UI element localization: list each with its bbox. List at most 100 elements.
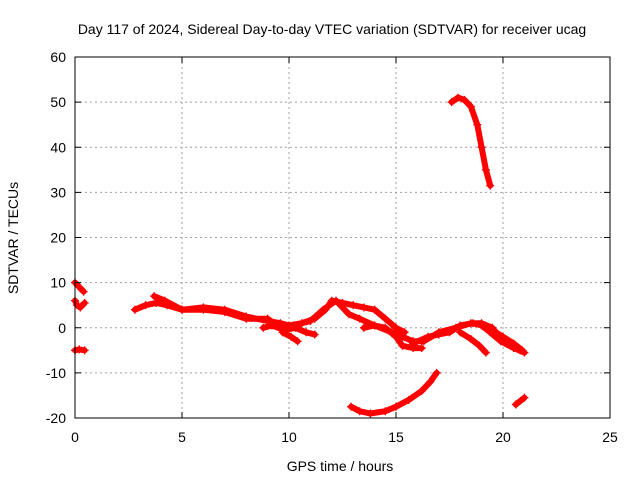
data-point-marker — [278, 328, 287, 337]
data-point-marker — [293, 337, 302, 346]
data-point-marker — [509, 344, 518, 353]
data-point-marker — [80, 346, 89, 355]
x-tick-label: 5 — [178, 429, 186, 445]
y-tick-labels: -20 -10 0 10 20 30 40 50 60 — [46, 49, 66, 426]
data-point-marker — [417, 386, 426, 395]
x-tick-label: 25 — [602, 429, 618, 445]
series-arc-7 — [278, 328, 302, 346]
data-point-marker — [150, 292, 159, 301]
data-point-marker — [398, 341, 407, 350]
data-point-marker — [477, 321, 486, 330]
data-point-marker — [79, 287, 88, 296]
data-point-marker — [469, 319, 478, 328]
data-point-marker — [287, 332, 296, 341]
data-point-marker — [349, 301, 358, 310]
y-tick-label: 50 — [50, 94, 66, 110]
data-point-marker — [359, 303, 368, 312]
data-point-marker — [242, 314, 251, 323]
series-arc-11 — [477, 321, 529, 357]
data-point-marker — [520, 348, 529, 357]
data-point-marker — [347, 402, 356, 411]
x-tick-labels: 0 5 10 15 20 25 — [71, 429, 618, 445]
y-tick-label: 20 — [50, 230, 66, 246]
y-tick-label: 10 — [50, 275, 66, 291]
data-point-marker — [456, 321, 465, 330]
y-tick-label: -20 — [46, 410, 66, 426]
series-line — [457, 329, 489, 356]
chart-title: Day 117 of 2024, Sidereal Day-to-day VTE… — [78, 21, 586, 37]
data-point-marker — [392, 323, 400, 332]
y-tick-label: -10 — [46, 365, 66, 381]
x-tick-label: 0 — [71, 429, 79, 445]
data-point-marker — [332, 296, 341, 305]
data-point-marker — [80, 298, 89, 307]
series-arc-14 — [447, 93, 495, 190]
data-point-marker — [381, 407, 390, 416]
data-point-marker — [359, 323, 368, 332]
data-point-marker — [466, 335, 475, 344]
data-point-marker — [434, 330, 443, 339]
series-line — [72, 279, 87, 295]
series-arc-8 — [359, 321, 426, 353]
data-point-marker — [160, 296, 169, 305]
y-tick-label: 0 — [58, 320, 66, 336]
data-point-marker — [141, 301, 150, 310]
data-point-marker — [306, 316, 315, 325]
data-point-marker — [366, 409, 375, 418]
data-point-marker — [381, 323, 390, 332]
y-tick-label: 40 — [50, 139, 66, 155]
data-point-marker — [477, 143, 486, 152]
data-point-marker — [481, 348, 490, 357]
data-point-marker — [344, 310, 353, 319]
data-point-marker — [466, 102, 475, 111]
data-point-marker — [319, 305, 328, 314]
x-tick-label: 10 — [281, 429, 297, 445]
data-point-marker — [409, 339, 418, 348]
data-point-marker — [370, 321, 379, 330]
series-arc-3 — [71, 345, 89, 355]
grid-lines — [75, 57, 610, 418]
series-line — [72, 297, 88, 311]
data-point-marker — [454, 93, 463, 102]
data-point-marker — [355, 314, 364, 323]
x-tick-label: 20 — [495, 429, 511, 445]
data-point-marker — [75, 345, 84, 354]
series-arc-10 — [456, 328, 490, 357]
data-point-marker — [310, 330, 319, 339]
data-point-marker — [370, 305, 379, 314]
data-point-marker — [417, 344, 426, 353]
data-point-marker — [486, 181, 495, 190]
data-point-marker — [473, 120, 482, 129]
data-point-marker — [496, 337, 505, 346]
data-point-marker — [481, 165, 490, 174]
data-point-marker — [267, 321, 276, 330]
data-point-marker — [475, 341, 484, 350]
data-point-marker — [426, 377, 435, 386]
data-point-marker — [220, 307, 229, 316]
y-tick-label: 60 — [50, 49, 66, 65]
data-point-marker — [259, 323, 268, 332]
y-tick-label: 30 — [50, 184, 66, 200]
data-point-marker — [511, 400, 520, 409]
y-axis-title: SDTVAR / TECUs — [5, 182, 21, 294]
data-point-marker — [381, 314, 390, 323]
series-line — [448, 94, 494, 189]
series-arc-12 — [347, 368, 441, 418]
data-point-marker — [447, 98, 456, 107]
data-point-marker — [291, 323, 300, 332]
x-axis-title: GPS time / hours — [287, 458, 394, 474]
series-arc-1 — [71, 278, 88, 296]
data-point-marker — [520, 393, 529, 402]
data-point-marker — [424, 332, 433, 341]
axis-ticks — [74, 56, 611, 419]
data-point-marker — [460, 95, 469, 104]
data-point-marker — [404, 395, 413, 404]
data-point-marker — [445, 328, 454, 337]
data-series — [71, 93, 529, 418]
data-point-marker — [456, 328, 465, 337]
data-point-marker — [486, 328, 495, 337]
data-point-marker — [302, 328, 311, 337]
data-point-marker — [263, 314, 272, 323]
data-point-marker — [432, 368, 441, 377]
